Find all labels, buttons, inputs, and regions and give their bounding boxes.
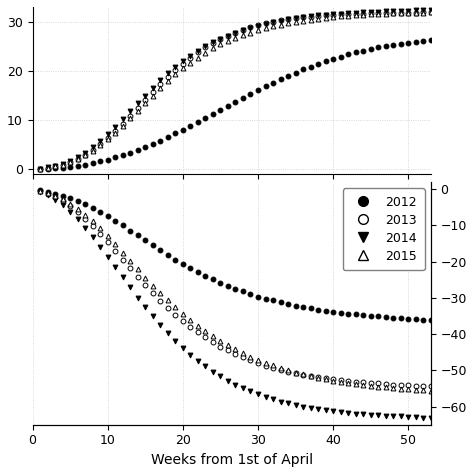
X-axis label: Weeks from 1st of April: Weeks from 1st of April [151, 453, 313, 467]
Legend: 2012, 2013, 2014, 2015: 2012, 2013, 2014, 2015 [343, 188, 425, 270]
